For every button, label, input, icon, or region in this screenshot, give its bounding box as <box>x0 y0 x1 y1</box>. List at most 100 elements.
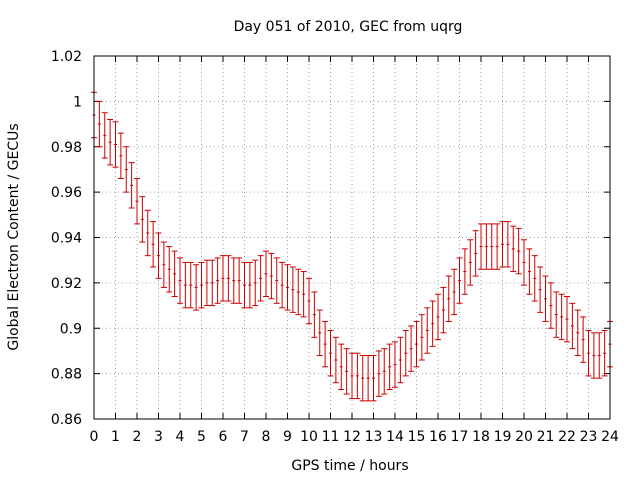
x-tick-label: 18 <box>472 429 490 445</box>
error-bar-point <box>295 268 302 316</box>
error-bar-point <box>209 259 216 307</box>
error-bar-point <box>488 223 495 270</box>
error-bar-point <box>177 257 183 304</box>
x-tick-label: 11 <box>322 429 340 445</box>
error-bar-point <box>300 271 307 318</box>
error-bar-point <box>461 248 468 295</box>
grid-lines <box>94 56 610 419</box>
x-tick-label: 7 <box>240 429 249 445</box>
x-tick-label: 20 <box>515 429 533 445</box>
x-tick-label: 19 <box>494 429 512 445</box>
error-bar-point <box>349 352 355 400</box>
error-bar-point <box>515 227 522 275</box>
error-bar-point <box>171 250 178 297</box>
error-bar-point <box>585 330 592 377</box>
error-bar-point <box>440 286 447 334</box>
error-bar-point <box>306 277 312 325</box>
error-bar-point <box>467 239 474 286</box>
error-bar-point <box>392 341 398 388</box>
error-bar-point <box>257 255 264 302</box>
error-bar-point <box>128 162 135 209</box>
error-bar-point <box>225 255 232 302</box>
error-bar-point <box>123 146 130 193</box>
error-bar-point <box>236 257 243 304</box>
error-bar-point <box>343 348 350 395</box>
error-bar-point <box>531 255 538 302</box>
error-bar-point <box>569 302 576 350</box>
error-bar-point <box>580 316 587 363</box>
error-bar-point <box>424 307 431 354</box>
y-tick-label: 0.92 <box>51 276 82 292</box>
y-tick-label: 0.94 <box>51 231 82 247</box>
error-bar-point <box>241 261 248 309</box>
error-bar-point <box>596 332 603 379</box>
error-bar-point <box>370 354 377 402</box>
error-bar-point <box>279 261 286 309</box>
error-bar-point <box>354 352 361 400</box>
error-bar-point <box>150 221 157 268</box>
error-bar-point <box>182 261 189 309</box>
error-bar-point <box>478 223 484 270</box>
error-bar-point <box>289 266 296 313</box>
error-bar-point <box>322 320 329 368</box>
error-bar-point <box>413 320 420 368</box>
error-bar-point <box>537 266 544 313</box>
error-bar-point <box>445 275 452 322</box>
error-bar-point <box>542 275 549 322</box>
x-tick-label: 21 <box>537 429 555 445</box>
error-bar-point <box>521 239 527 286</box>
x-tick-label: 6 <box>219 429 228 445</box>
error-bar-point <box>166 246 173 293</box>
error-bar-point <box>268 252 275 300</box>
x-tick-label: 4 <box>176 429 185 445</box>
error-bar-point <box>386 343 393 391</box>
error-bar-point <box>338 343 345 391</box>
error-bar-point <box>230 257 237 304</box>
x-tick-label: 24 <box>601 429 619 445</box>
error-bar-point <box>402 330 409 377</box>
x-tick-label: 5 <box>197 429 206 445</box>
tick-labels: 0 1 2 3 4 5 6 7 8 9 10 11 12 13 14 15 16 17 18 19 20 21 22 23 24… <box>51 49 619 445</box>
error-bar-point <box>284 264 291 311</box>
data-series <box>91 91 613 402</box>
error-bar-point <box>408 325 415 372</box>
y-axis-label: Global Electron Content / GECUs <box>6 123 22 350</box>
error-bar-point <box>139 196 146 243</box>
y-tick-label: 0.98 <box>51 140 82 156</box>
error-bar-point <box>574 309 581 356</box>
error-bar-point <box>263 250 269 297</box>
error-bar-point <box>510 225 517 273</box>
error-bar-point <box>107 119 114 166</box>
error-bar-point <box>252 259 259 307</box>
chart-title: Day 051 of 2010, GEC from uqrg <box>234 19 463 35</box>
error-bar-point <box>112 121 119 168</box>
y-tick-label: 1.02 <box>51 49 82 65</box>
error-bar-point <box>553 291 560 338</box>
error-bar-point <box>435 293 441 341</box>
error-bar-point <box>429 300 436 347</box>
x-tick-label: 16 <box>429 429 447 445</box>
error-bar-point <box>456 257 463 304</box>
error-bar-point <box>193 264 200 311</box>
x-tick-label: 8 <box>262 429 271 445</box>
error-bar-point <box>483 223 490 270</box>
error-bar-point <box>499 221 506 268</box>
error-bar-point <box>397 336 404 384</box>
error-bar-point <box>332 336 339 384</box>
error-bar-point <box>316 309 323 356</box>
x-tick-label: 22 <box>558 429 576 445</box>
error-bar-point <box>526 248 533 295</box>
error-bar-point <box>327 330 334 377</box>
error-bar-point <box>601 330 608 377</box>
error-bar-point <box>365 354 372 402</box>
x-tick-label: 15 <box>408 429 426 445</box>
error-bar-point <box>504 221 511 268</box>
error-bar-point <box>117 132 124 180</box>
error-bar-point <box>547 282 554 329</box>
error-bar-point <box>96 100 103 148</box>
x-tick-label: 3 <box>154 429 163 445</box>
error-bar-point <box>198 261 205 309</box>
error-bar-point <box>220 255 226 302</box>
x-tick-label: 17 <box>451 429 469 445</box>
